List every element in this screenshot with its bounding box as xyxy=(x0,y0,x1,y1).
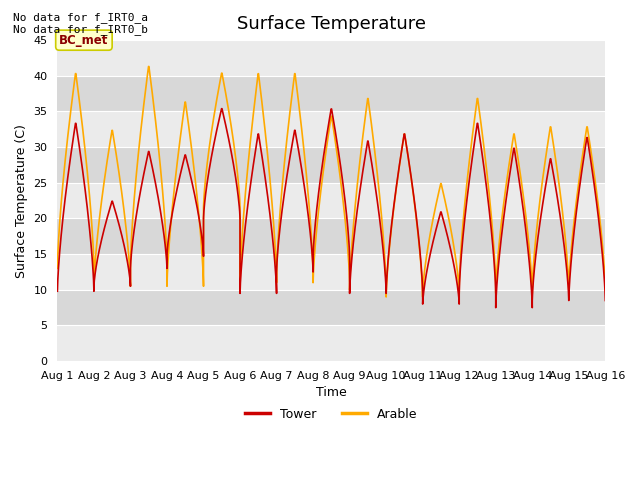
Arable xyxy=(602,287,609,293)
Bar xyxy=(58,111,605,147)
Tower xyxy=(218,106,225,111)
Arable xyxy=(96,212,104,218)
Bar xyxy=(58,254,605,290)
Bar xyxy=(58,40,605,76)
Bar xyxy=(58,76,605,111)
Bar xyxy=(58,218,605,254)
Line: Arable: Arable xyxy=(58,67,605,297)
Text: No data for f_IRT0_a: No data for f_IRT0_a xyxy=(13,12,148,23)
Text: BC_met: BC_met xyxy=(60,34,109,47)
Line: Tower: Tower xyxy=(58,108,605,308)
Arable xyxy=(54,265,61,271)
Bar xyxy=(58,290,605,325)
Bar xyxy=(58,183,605,218)
Tower xyxy=(54,288,61,294)
Arable xyxy=(298,126,305,132)
Tower xyxy=(308,245,316,251)
Tower xyxy=(96,244,104,250)
Tower xyxy=(298,166,305,172)
Tower xyxy=(118,235,126,240)
Legend: Tower, Arable: Tower, Arable xyxy=(241,403,422,425)
Tower xyxy=(365,147,373,153)
Arable xyxy=(118,194,126,200)
Arable xyxy=(382,294,390,300)
Bar xyxy=(58,147,605,183)
Title: Surface Temperature: Surface Temperature xyxy=(237,15,426,33)
Text: No data for f_IRT0_b: No data for f_IRT0_b xyxy=(13,24,148,35)
Bar xyxy=(58,325,605,361)
Tower xyxy=(602,298,609,303)
X-axis label: Time: Time xyxy=(316,386,347,399)
Arable xyxy=(145,64,152,70)
Tower xyxy=(492,305,500,311)
Arable xyxy=(286,107,294,113)
Tower xyxy=(286,153,294,158)
Y-axis label: Surface Temperature (C): Surface Temperature (C) xyxy=(15,124,28,277)
Arable xyxy=(365,107,373,112)
Arable xyxy=(308,238,316,243)
